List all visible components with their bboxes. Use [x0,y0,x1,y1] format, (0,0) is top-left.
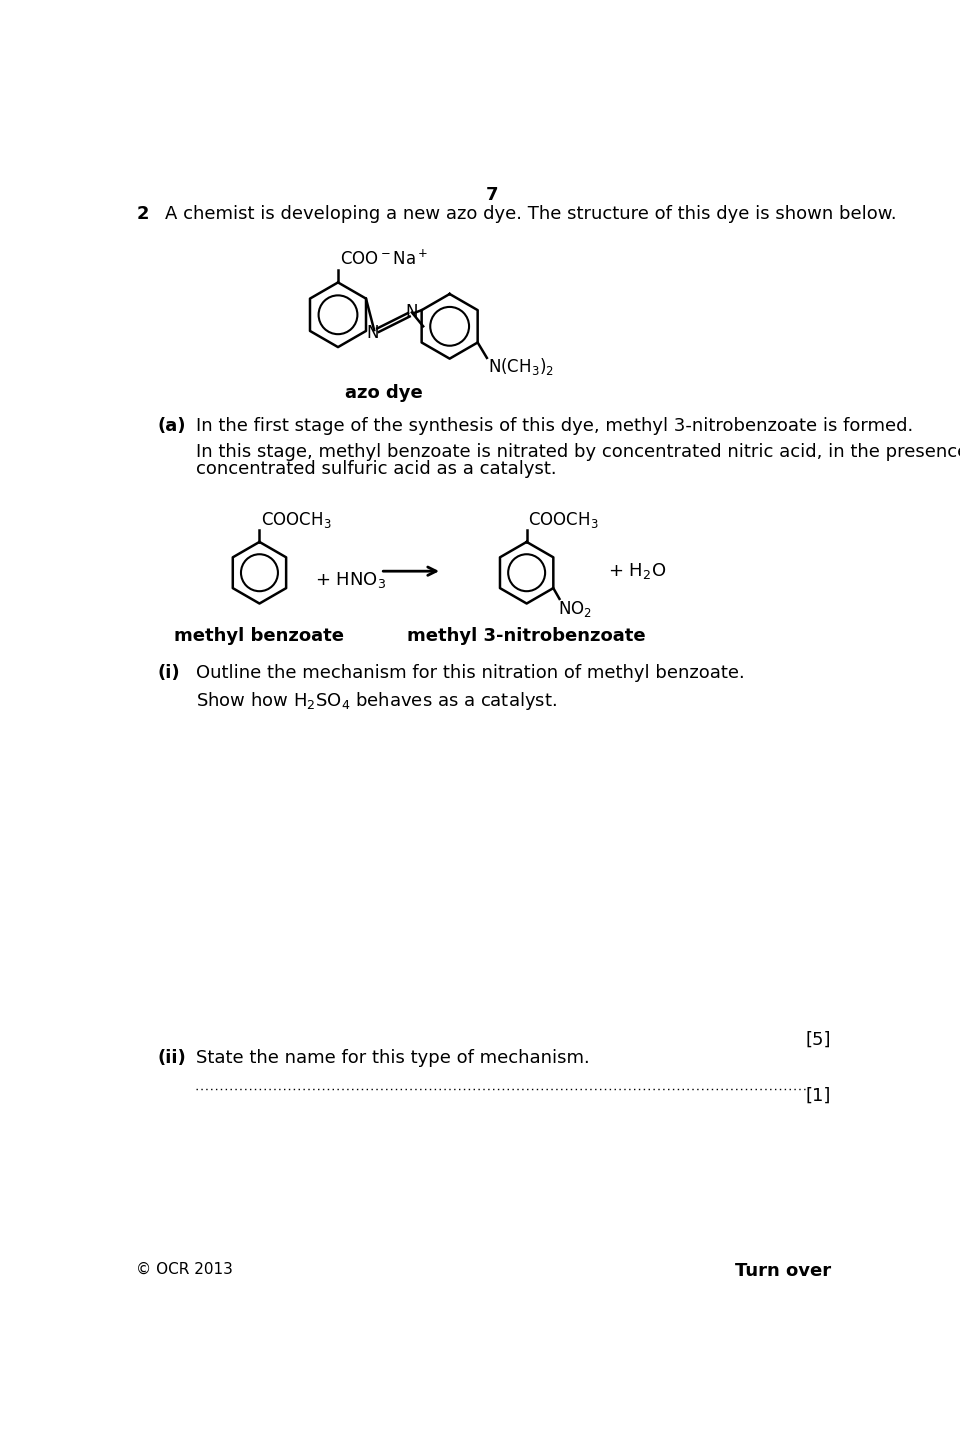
Text: © OCR 2013: © OCR 2013 [136,1262,233,1277]
Text: NO$_2$: NO$_2$ [558,599,592,619]
Text: [5]: [5] [805,1031,830,1048]
Text: $+$ H$_2$O: $+$ H$_2$O [608,561,665,582]
Text: azo dye: azo dye [346,383,423,402]
Text: (a): (a) [157,418,185,435]
Text: N: N [367,325,379,342]
Text: COOCH$_3$: COOCH$_3$ [261,510,331,530]
Text: methyl benzoate: methyl benzoate [175,626,345,645]
Text: concentrated sulfuric acid as a catalyst.: concentrated sulfuric acid as a catalyst… [196,461,556,478]
Text: COO$^-$Na$^+$: COO$^-$Na$^+$ [340,250,428,269]
Text: A chemist is developing a new azo dye. The structure of this dye is shown below.: A chemist is developing a new azo dye. T… [165,205,897,223]
Text: N(CH$_3$)$_2$: N(CH$_3$)$_2$ [489,356,555,378]
Text: (i): (i) [157,663,180,682]
Text: Turn over: Turn over [734,1262,830,1279]
Text: N: N [406,303,419,322]
Text: methyl 3-nitrobenzoate: methyl 3-nitrobenzoate [407,626,646,645]
Text: 2: 2 [136,205,149,223]
Text: 7: 7 [486,187,498,204]
Text: In this stage, methyl benzoate is nitrated by concentrated nitric acid, in the p: In this stage, methyl benzoate is nitrat… [196,444,960,461]
Text: COOCH$_3$: COOCH$_3$ [528,510,599,530]
Text: $+$ HNO$_3$: $+$ HNO$_3$ [315,570,386,590]
Text: State the name for this type of mechanism.: State the name for this type of mechanis… [196,1048,589,1067]
Text: (ii): (ii) [157,1048,186,1067]
Text: In the first stage of the synthesis of this dye, methyl 3-nitrobenzoate is forme: In the first stage of the synthesis of t… [196,418,913,435]
Text: Outline the mechanism for this nitration of methyl benzoate.: Outline the mechanism for this nitration… [196,663,744,682]
Text: [1]: [1] [805,1086,830,1104]
Text: Show how H$_2$SO$_4$ behaves as a catalyst.: Show how H$_2$SO$_4$ behaves as a cataly… [196,689,557,712]
